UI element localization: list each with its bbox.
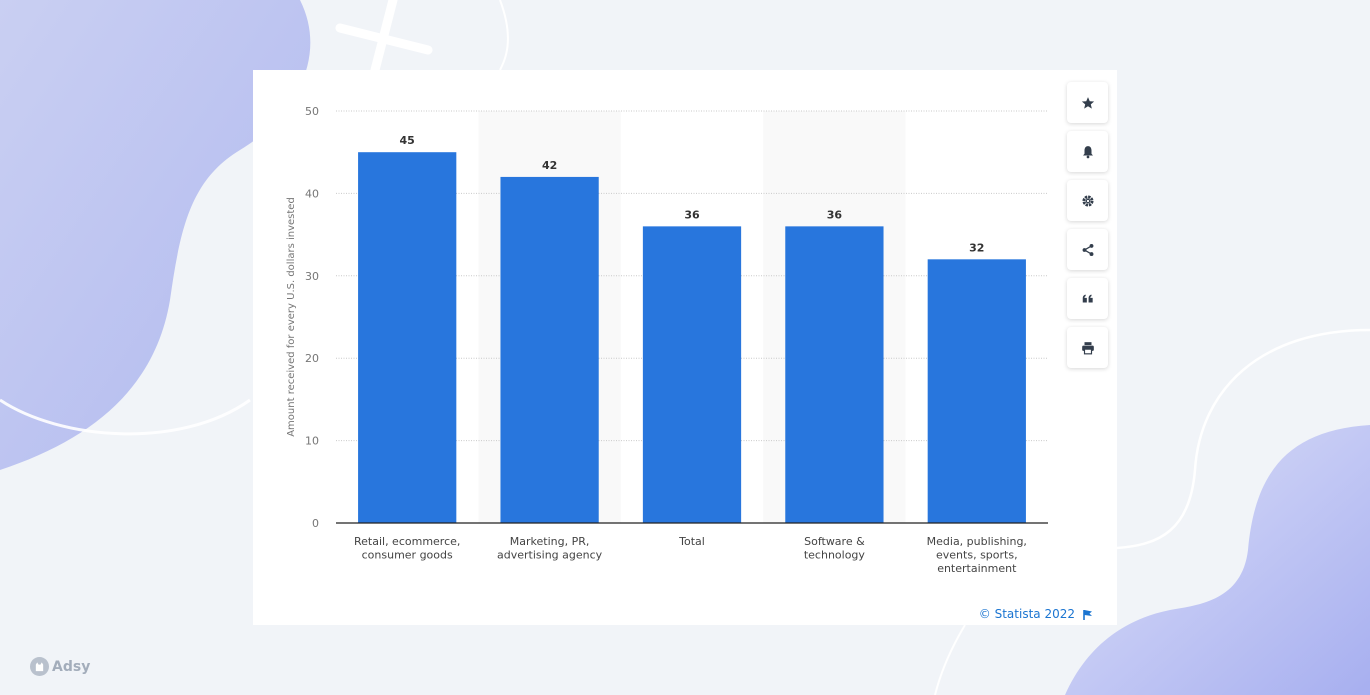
x-tick-label: Total xyxy=(678,535,705,548)
y-tick-label: 0 xyxy=(312,517,319,530)
bar xyxy=(785,226,884,524)
bar xyxy=(642,226,742,524)
x-tick-label: Media, publishing, events, sports, enterta… xyxy=(927,535,1027,575)
notification-button[interactable] xyxy=(1067,131,1108,172)
settings-button[interactable] xyxy=(1067,180,1108,221)
adsy-brand: Adsy xyxy=(30,657,90,676)
x-tick-label: Software & technology xyxy=(804,535,866,562)
brand-name: Adsy xyxy=(52,658,91,675)
data-label: 32 xyxy=(969,241,984,254)
data-label: 45 xyxy=(400,134,415,147)
data-label: 36 xyxy=(684,208,700,221)
y-axis-label: Amount received for every U.S. dollars i… xyxy=(286,197,297,437)
bell-icon xyxy=(1082,145,1093,158)
bar-chart: 0 10 20 30 40 50 Amount received for every U.S… xyxy=(286,105,1048,575)
statista-credit[interactable]: © Statista 2022 xyxy=(979,607,1093,621)
cite-button[interactable] xyxy=(1067,278,1108,319)
x-tick-label: Marketing, PR, advertising agency xyxy=(497,535,603,562)
favorite-button[interactable] xyxy=(1067,82,1108,123)
y-tick-label: 10 xyxy=(305,435,319,448)
credit-text[interactable]: © Statista 2022 xyxy=(978,607,1075,621)
x-tick-label: Retail, ecommerce, consumer goods xyxy=(354,535,460,562)
quote-icon xyxy=(1082,294,1093,302)
data-label: 36 xyxy=(827,208,843,221)
y-tick-label: 50 xyxy=(305,105,319,118)
flag-icon[interactable] xyxy=(1083,609,1093,620)
bar xyxy=(927,259,1026,523)
gear-icon xyxy=(1081,194,1094,207)
y-tick-label: 30 xyxy=(305,270,319,283)
share-button[interactable] xyxy=(1067,229,1108,270)
print-icon xyxy=(1081,341,1094,354)
chart-toolbar xyxy=(1067,82,1108,368)
y-tick-label: 40 xyxy=(305,187,319,200)
chart-card: 0 10 20 30 40 50 Amount received for every U.S… xyxy=(253,70,1117,625)
bar xyxy=(500,176,599,524)
adsy-logo-icon xyxy=(30,657,49,676)
data-label: 42 xyxy=(542,159,557,172)
bar xyxy=(358,152,457,523)
share-icon xyxy=(1082,243,1093,256)
star-icon xyxy=(1081,96,1094,109)
y-tick-label: 20 xyxy=(305,352,319,365)
print-button[interactable] xyxy=(1067,327,1108,368)
